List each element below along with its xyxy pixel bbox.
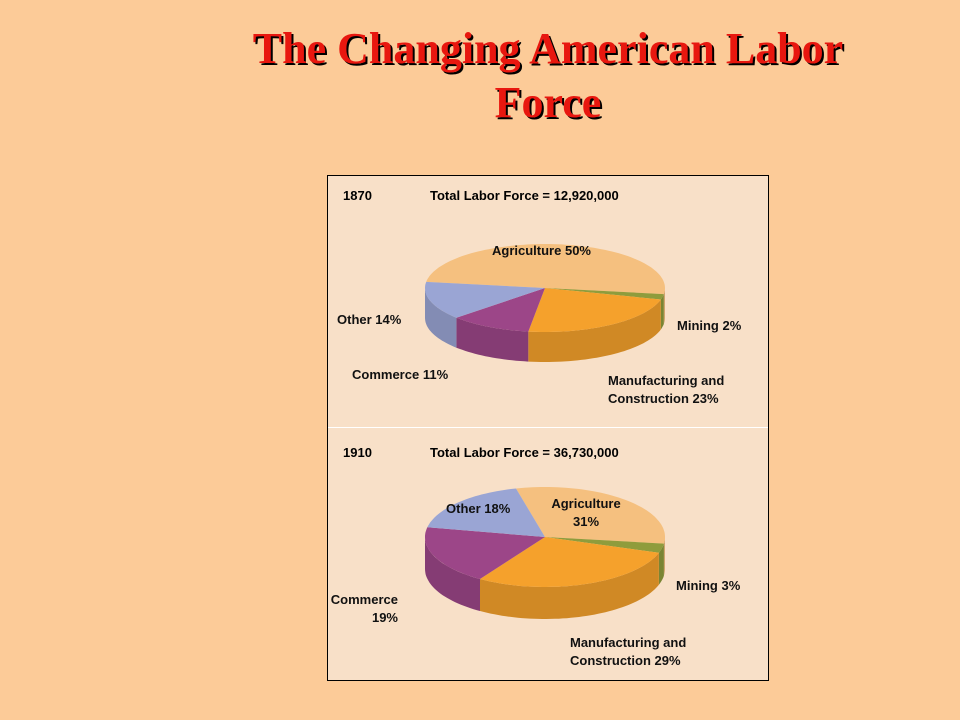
category-label: Manufacturing and Construction <box>608 373 725 406</box>
slice <box>516 487 665 544</box>
slice-side <box>660 294 664 330</box>
slice-side <box>658 543 664 585</box>
value-label: 11% <box>422 367 449 382</box>
slice-side <box>663 288 665 325</box>
chart-title: Total Labor Force = 36,730,000 <box>430 445 619 460</box>
slice <box>480 537 659 587</box>
slice-side <box>663 537 665 576</box>
category-label: Mining <box>676 578 718 593</box>
slice-label: Manufacturing and Construction 23% <box>608 372 758 408</box>
slice-label: Agriculture 31% <box>538 495 634 531</box>
slice-label: Other 14% <box>337 311 427 329</box>
value-label: 19% <box>371 610 398 625</box>
slice-side <box>425 537 480 611</box>
slice <box>426 244 665 295</box>
slice-side <box>528 299 661 362</box>
slice-label: Mining 2% <box>677 317 767 335</box>
value-label: 3% <box>721 578 741 593</box>
category-label: Agriculture <box>551 496 621 511</box>
slice <box>425 527 545 579</box>
value-label: 23% <box>692 391 719 406</box>
slice-side <box>480 552 659 619</box>
slice-side <box>425 288 457 348</box>
category-label: Agriculture <box>492 243 562 258</box>
value-label: 18% <box>484 501 511 516</box>
value-label: 29% <box>654 653 681 668</box>
slice <box>456 288 545 332</box>
value-label: 2% <box>722 318 742 333</box>
slice-side <box>456 317 529 362</box>
slice-label: Commerce 11% <box>352 366 482 384</box>
category-label: Commerce <box>352 367 420 382</box>
slice <box>427 488 545 537</box>
slice-label: Mining 3% <box>676 577 766 595</box>
slice-label: Agriculture 50% <box>492 242 632 260</box>
category-label: Other <box>446 501 481 516</box>
chart-title: Total Labor Force = 12,920,000 <box>430 188 619 203</box>
slice <box>528 288 661 332</box>
slice <box>545 537 664 553</box>
category-label: Commerce <box>330 592 398 607</box>
slice-label: Manufacturing and Construction 29% <box>570 634 720 670</box>
slide-title: The Changing American Labor Force <box>252 24 844 127</box>
divider <box>328 427 768 428</box>
slice <box>425 281 545 318</box>
chart-subtitle: 1870 <box>343 188 372 203</box>
slice-label: Other 18% <box>446 500 536 518</box>
value-label: 14% <box>375 312 402 327</box>
chart-subtitle: 1910 <box>343 445 372 460</box>
value-label: 50% <box>564 243 591 258</box>
slice-label: Commerce 19% <box>330 591 398 627</box>
slice <box>545 288 664 300</box>
category-label: Mining <box>677 318 719 333</box>
category-label: Other <box>337 312 372 327</box>
value-label: 31% <box>572 514 600 529</box>
category-label: Manufacturing and Construction <box>570 635 687 668</box>
